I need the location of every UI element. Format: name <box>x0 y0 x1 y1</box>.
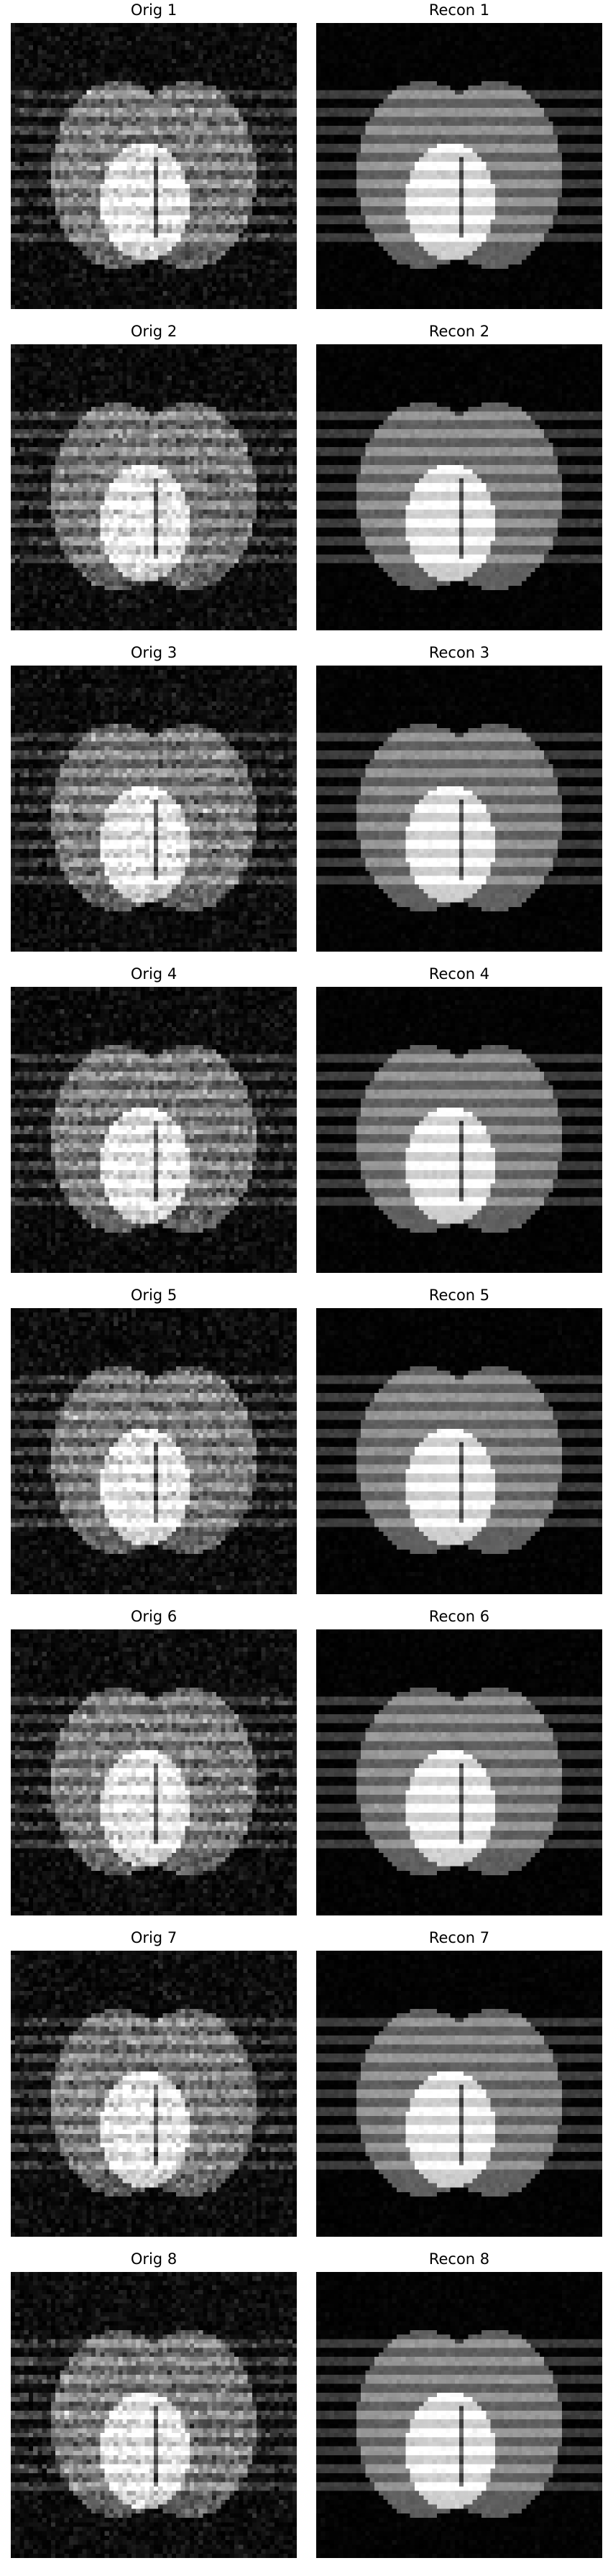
orig-title-4: Orig 4 <box>130 965 178 983</box>
orig-image-7 <box>11 1951 297 2237</box>
recon-image-3 <box>316 666 602 952</box>
orig-title-1: Orig 1 <box>130 1 178 19</box>
recon-title-4: Recon 4 <box>428 965 490 983</box>
orig-image-5 <box>11 1308 297 1594</box>
recon-image-6 <box>316 1629 602 1915</box>
recon-title-3: Recon 3 <box>428 644 490 661</box>
orig-title-7: Orig 7 <box>130 1929 178 1946</box>
recon-title-2: Recon 2 <box>428 323 490 340</box>
orig-title-6: Orig 6 <box>130 1608 178 1625</box>
recon-title-6: Recon 6 <box>428 1608 490 1625</box>
recon-image-2 <box>316 344 602 630</box>
recon-title-8: Recon 8 <box>428 2250 490 2268</box>
recon-title-5: Recon 5 <box>428 1287 490 1304</box>
recon-title-1: Recon 1 <box>428 1 490 19</box>
recon-image-4 <box>316 987 602 1273</box>
orig-image-1 <box>11 23 297 309</box>
orig-title-8: Orig 8 <box>130 2250 178 2268</box>
orig-title-2: Orig 2 <box>130 323 178 340</box>
orig-title-3: Orig 3 <box>130 644 178 661</box>
recon-image-8 <box>316 2272 602 2558</box>
orig-image-3 <box>11 666 297 952</box>
orig-title-5: Orig 5 <box>130 1287 178 1304</box>
recon-image-7 <box>316 1951 602 2237</box>
recon-title-7: Recon 7 <box>428 1929 490 1946</box>
orig-image-4 <box>11 987 297 1273</box>
recon-image-5 <box>316 1308 602 1594</box>
orig-image-6 <box>11 1629 297 1915</box>
orig-image-8 <box>11 2272 297 2558</box>
recon-image-1 <box>316 23 602 309</box>
orig-image-2 <box>11 344 297 630</box>
